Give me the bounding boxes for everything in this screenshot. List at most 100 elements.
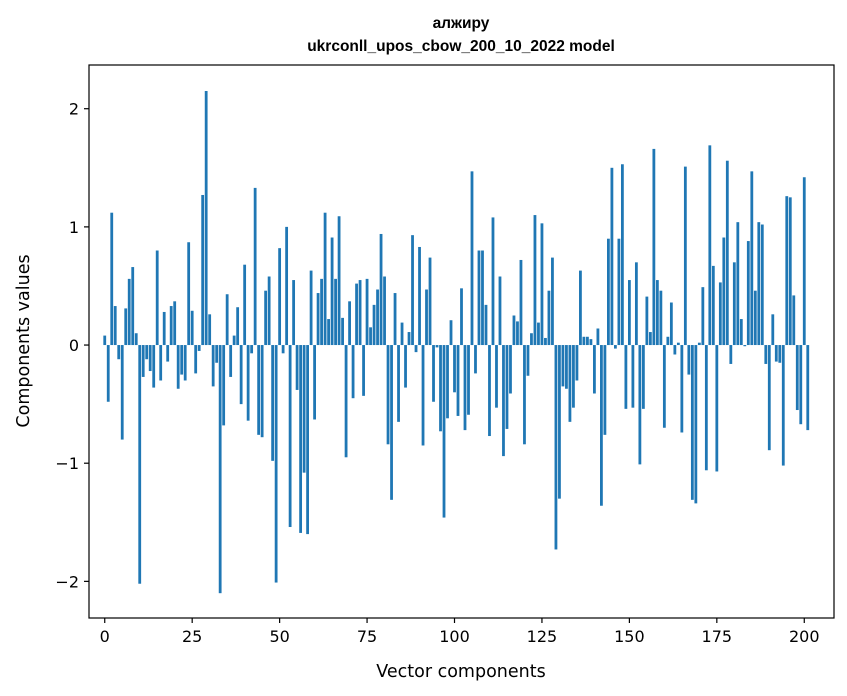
bar-141 xyxy=(596,328,600,346)
bar-177 xyxy=(722,237,726,346)
bar-97 xyxy=(442,345,446,518)
bar-26 xyxy=(194,345,198,374)
bar-195 xyxy=(785,196,789,346)
bar-133 xyxy=(568,345,572,422)
bar-150 xyxy=(627,280,631,346)
bar-163 xyxy=(673,345,677,355)
bar-61 xyxy=(316,293,320,346)
bar-65 xyxy=(330,237,334,346)
bar-129 xyxy=(554,345,558,550)
bar-57 xyxy=(302,345,306,473)
bar-188 xyxy=(760,224,764,346)
bar-181 xyxy=(736,222,740,346)
x-tick-label: 200 xyxy=(789,627,820,646)
bar-44 xyxy=(257,345,261,435)
x-tick-label: 150 xyxy=(614,627,645,646)
bar-23 xyxy=(183,345,187,381)
x-tick-label: 50 xyxy=(269,627,289,646)
y-tick-label: 1 xyxy=(69,218,79,237)
bar-199 xyxy=(799,345,803,425)
bar-132 xyxy=(565,345,568,389)
bar-194 xyxy=(781,345,785,466)
bar-151 xyxy=(631,345,635,408)
bar-118 xyxy=(516,321,519,346)
bar-104 xyxy=(467,345,470,415)
bar-198 xyxy=(795,345,799,411)
bar-119 xyxy=(519,259,523,346)
bar-45 xyxy=(260,345,264,438)
bar-38 xyxy=(236,307,240,346)
bar-73 xyxy=(358,280,362,346)
bar-143 xyxy=(603,345,607,435)
bar-29 xyxy=(204,91,208,346)
bar-69 xyxy=(344,345,348,458)
bar-116 xyxy=(509,345,512,394)
bar-112 xyxy=(495,345,498,408)
x-tick-label: 100 xyxy=(439,627,470,646)
bar-161 xyxy=(666,336,670,346)
bar-158 xyxy=(655,280,659,346)
bar-108 xyxy=(481,250,484,346)
bar-51 xyxy=(281,345,285,354)
bar-101 xyxy=(456,345,460,416)
bar-91 xyxy=(421,345,425,446)
bar-122 xyxy=(530,333,533,346)
bar-142 xyxy=(600,345,603,506)
bar-136 xyxy=(579,270,582,346)
bar-200 xyxy=(802,177,806,346)
bar-22 xyxy=(180,345,184,375)
bar-186 xyxy=(753,290,757,346)
bar-125 xyxy=(540,223,544,346)
bar-144 xyxy=(607,238,610,346)
bar-63 xyxy=(323,212,327,346)
bar-187 xyxy=(757,222,761,346)
bar-25 xyxy=(190,310,194,346)
bar-189 xyxy=(764,345,768,364)
bar-98 xyxy=(446,345,449,419)
bar-154 xyxy=(641,345,645,409)
bar-127 xyxy=(547,290,551,346)
bar-196 xyxy=(788,197,792,346)
bar-102 xyxy=(460,288,463,346)
x-tick-label: 0 xyxy=(100,627,110,646)
x-tick-label: 75 xyxy=(357,627,377,646)
bar-70 xyxy=(348,301,351,346)
bar-103 xyxy=(463,345,467,431)
bar-19 xyxy=(169,306,173,346)
bar-20 xyxy=(173,301,177,346)
bar-79 xyxy=(379,233,383,346)
bar-66 xyxy=(334,278,337,346)
bar-174 xyxy=(711,265,715,346)
bar-185 xyxy=(750,171,754,346)
bar-81 xyxy=(386,345,390,445)
bar-75 xyxy=(365,278,369,346)
bar-117 xyxy=(512,315,516,346)
bar-43 xyxy=(253,187,257,346)
bar-138 xyxy=(586,336,589,346)
bar-146 xyxy=(614,345,617,349)
bar-170 xyxy=(697,342,701,346)
bar-130 xyxy=(558,345,561,499)
bar-59 xyxy=(309,270,313,346)
bar-93 xyxy=(428,257,432,346)
bar-41 xyxy=(246,345,250,421)
bar-53 xyxy=(288,345,292,528)
bar-120 xyxy=(523,345,526,445)
bar-17 xyxy=(162,311,166,346)
bar-201 xyxy=(806,345,810,431)
bar-111 xyxy=(491,217,495,346)
chart-subtitle: ukrconll_upos_cbow_200_10_2022 model xyxy=(307,38,615,55)
bar-149 xyxy=(624,345,628,409)
plot-area-frame xyxy=(88,64,835,619)
bar-14 xyxy=(152,345,156,388)
y-tick-label: 0 xyxy=(69,336,79,355)
bar-162 xyxy=(669,302,673,346)
bar-49 xyxy=(274,345,278,583)
x-tick-label: 125 xyxy=(527,627,558,646)
bar-166 xyxy=(683,166,687,346)
bar-54 xyxy=(292,280,296,346)
bar-197 xyxy=(792,295,796,346)
bar-148 xyxy=(620,164,624,346)
bar-80 xyxy=(383,276,386,346)
